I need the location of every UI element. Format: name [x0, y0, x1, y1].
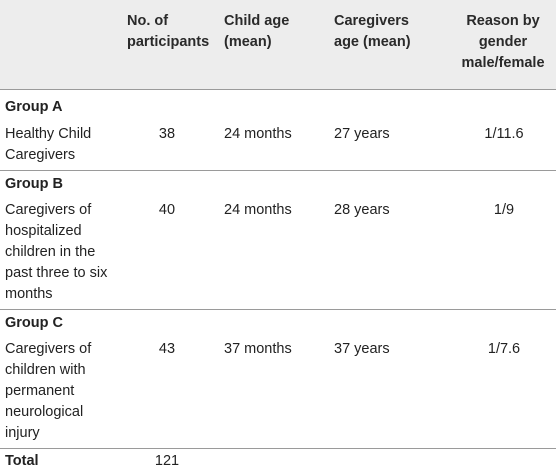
group-a-title: Group A: [5, 99, 63, 115]
group-b-description: Caregivers of hospitalized children in t…: [5, 202, 108, 302]
group-b-participants: 40: [158, 202, 176, 218]
group-c-child-age: 37 months: [224, 341, 292, 357]
header-participants: No. of participants: [127, 13, 210, 50]
group-a-ratio: 1/11.6: [484, 126, 524, 142]
total-participants: 121: [154, 453, 180, 469]
group-b-ratio: 1/9: [493, 202, 515, 218]
group-b-divider: [0, 309, 556, 310]
group-a-caregiver-age: 27 years: [334, 126, 390, 142]
group-b-title: Group B: [5, 176, 63, 192]
table-header: No. of participants Child age (mean) Car…: [0, 0, 556, 90]
group-c-participants: 43: [158, 341, 176, 357]
total-label: Total: [5, 453, 39, 469]
group-b-child-age: 24 months: [224, 202, 292, 218]
group-c-title: Group C: [5, 315, 63, 331]
group-c-divider: [0, 448, 556, 449]
header-child-age: Child age (mean): [224, 13, 290, 50]
header-gender-ratio: Reason by gender male/female: [461, 13, 545, 71]
header-caregiver-age: Caregivers age (mean): [334, 13, 411, 50]
group-a-description: Healthy Child Caregivers: [5, 126, 92, 163]
group-c-caregiver-age: 37 years: [334, 341, 390, 357]
group-c-ratio: 1/7.6: [487, 341, 521, 357]
group-a-divider: [0, 170, 556, 171]
group-b-caregiver-age: 28 years: [334, 202, 390, 218]
group-c-description: Caregivers of children with permanent ne…: [5, 341, 92, 441]
group-a-child-age: 24 months: [224, 126, 292, 142]
group-a-participants: 38: [158, 126, 176, 142]
